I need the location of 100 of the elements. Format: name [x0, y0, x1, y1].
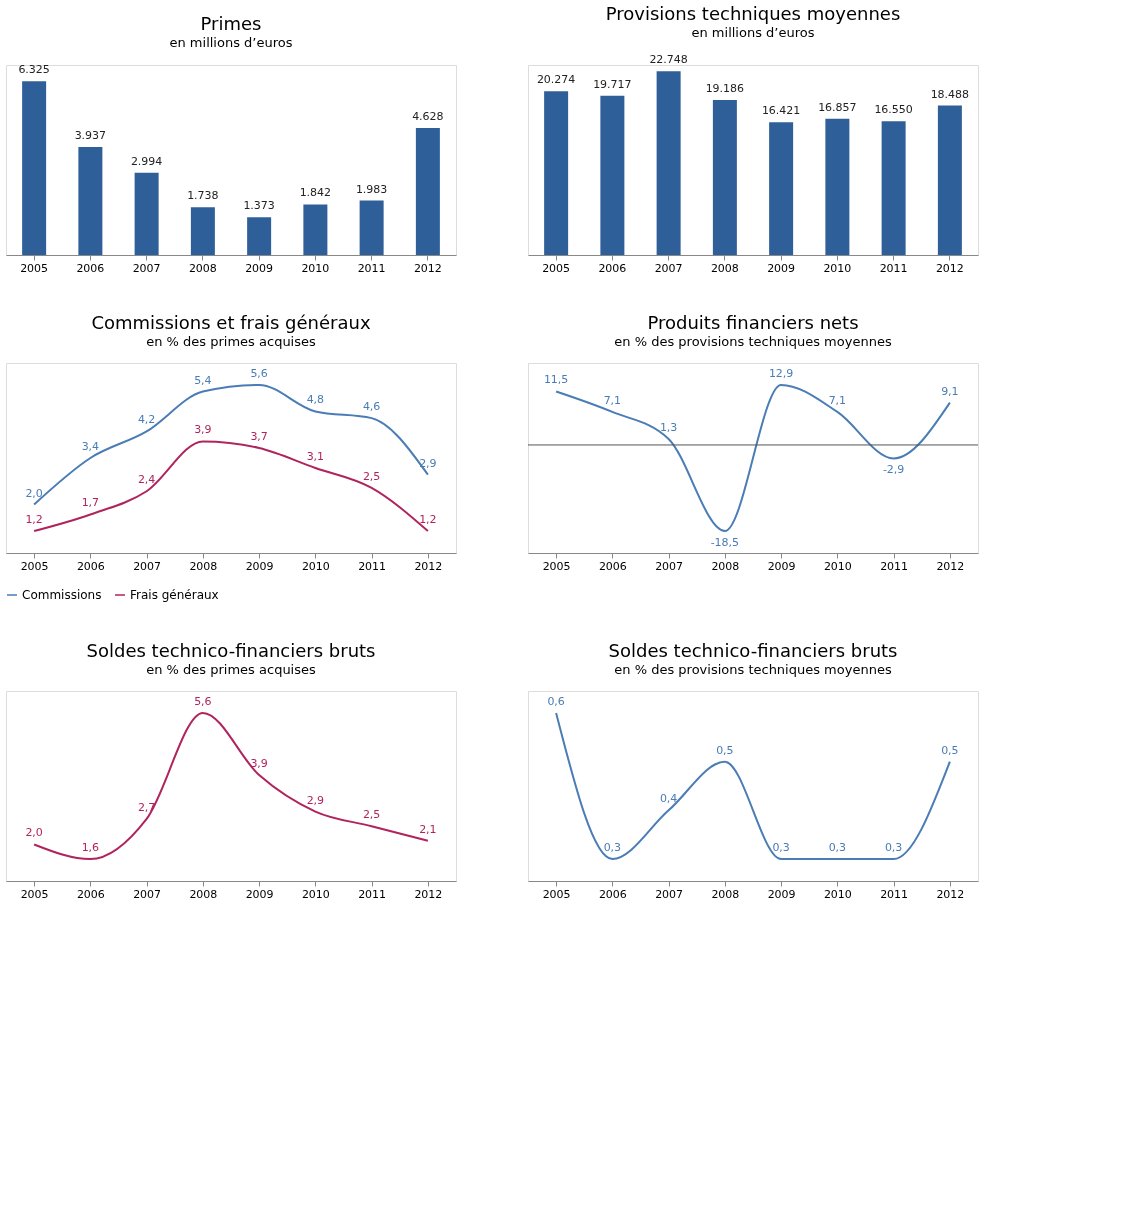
- data-label: 2,0: [25, 486, 43, 500]
- data-label: 2,1: [419, 822, 437, 836]
- x-tick-label: 2006: [76, 559, 105, 573]
- data-label: 7,1: [828, 393, 847, 407]
- x-tick-label: 2009: [245, 887, 274, 901]
- chart-subtitle: en % des primes acquises: [146, 334, 316, 349]
- x-tick-label: 2007: [654, 261, 683, 275]
- data-label: 3,7: [250, 430, 268, 444]
- chart-subtitle: en millions d’euros: [169, 35, 293, 51]
- x-tick-label: 2010: [823, 887, 852, 901]
- data-label: 16.857: [818, 100, 857, 114]
- data-label: 0,3: [772, 841, 790, 855]
- x-tick-label: 2005: [20, 261, 49, 275]
- x-tick-label: 2009: [767, 887, 796, 901]
- data-label: 18.488: [930, 87, 970, 101]
- x-tick-label: 2010: [301, 559, 330, 573]
- x-tick-label: 2007: [655, 559, 684, 573]
- bar: [303, 204, 328, 255]
- data-label: 1.738: [187, 189, 219, 203]
- chart-subtitle: en % des provisions techniques moyennes: [614, 334, 892, 349]
- x-tick-label: 2012: [414, 887, 443, 901]
- x-tick-label: 2006: [76, 261, 105, 275]
- x-tick-label: 2010: [301, 887, 330, 901]
- chart-title: Produits financiers nets: [647, 312, 859, 333]
- data-label: 1.842: [299, 186, 332, 200]
- data-label: 2,5: [362, 469, 381, 483]
- bar: [600, 95, 625, 255]
- bar: [134, 172, 159, 255]
- data-label: 1,6: [81, 841, 100, 855]
- data-label: 12,9: [768, 366, 794, 380]
- bar: [712, 99, 737, 255]
- data-label: 1,7: [81, 496, 100, 510]
- data-label: 0,3: [828, 841, 847, 855]
- bar: [247, 217, 272, 255]
- x-tick-label: 2008: [188, 261, 217, 275]
- data-label: 4,6: [362, 400, 381, 414]
- data-label: 6.325: [18, 63, 50, 77]
- data-label: 19.186: [705, 81, 745, 95]
- x-tick-label: 2011: [358, 887, 387, 901]
- x-tick-label: 2008: [711, 887, 740, 901]
- data-label: 3,9: [194, 423, 212, 437]
- data-label: 11,5: [543, 373, 569, 387]
- x-tick-label: 2006: [598, 261, 627, 275]
- data-label: 1.983: [355, 182, 388, 196]
- data-label: 1,3: [659, 420, 678, 434]
- legend-label: Frais généraux: [130, 588, 219, 602]
- legend-label: Commissions: [22, 588, 102, 602]
- x-tick-label: 2005: [542, 887, 571, 901]
- data-label: 0,3: [884, 841, 903, 855]
- data-label: 1.373: [243, 199, 275, 213]
- bar: [937, 105, 962, 255]
- chart-title: Soldes technico-financiers bruts: [608, 640, 898, 661]
- x-tick-label: 2009: [767, 261, 796, 275]
- data-label: 2,4: [137, 473, 156, 487]
- x-tick-label: 2005: [20, 887, 49, 901]
- data-label: 16.550: [874, 103, 913, 117]
- bar: [544, 91, 569, 255]
- data-label: 5,6: [194, 694, 212, 708]
- bar: [656, 71, 681, 255]
- x-tick-label: 2008: [711, 559, 740, 573]
- chart-subtitle: en % des provisions techniques moyennes: [614, 662, 892, 677]
- data-label: 5,6: [250, 366, 268, 380]
- chart-subtitle: en millions d’euros: [691, 25, 815, 41]
- chart-title: Commissions et frais généraux: [91, 312, 371, 333]
- x-tick-label: 2011: [879, 261, 908, 275]
- x-tick-label: 2006: [598, 559, 627, 573]
- x-tick-label: 2012: [936, 887, 965, 901]
- x-tick-label: 2005: [542, 559, 571, 573]
- x-tick-label: 2006: [76, 887, 105, 901]
- data-label: 9,1: [941, 384, 959, 398]
- bar: [415, 127, 440, 255]
- x-tick-label: 2005: [20, 559, 49, 573]
- data-label: 4.628: [412, 109, 444, 123]
- x-tick-label: 2007: [133, 887, 162, 901]
- x-tick-label: 2009: [767, 559, 796, 573]
- x-tick-label: 2010: [301, 261, 330, 275]
- x-tick-label: 2007: [133, 559, 162, 573]
- data-label: 3,1: [306, 449, 325, 463]
- chart-subtitle: en % des primes acquises: [146, 662, 316, 677]
- data-label: 4,2: [137, 413, 156, 427]
- data-label: 2,0: [25, 826, 43, 840]
- data-label: 19.717: [593, 77, 632, 91]
- data-label: 22.748: [649, 53, 688, 67]
- data-label: 2.994: [130, 154, 163, 168]
- bar: [359, 200, 384, 255]
- data-label: 0,4: [659, 792, 678, 806]
- data-label: 16.421: [761, 104, 801, 118]
- x-tick-label: 2011: [880, 887, 909, 901]
- data-label: 2,5: [362, 808, 381, 822]
- x-tick-label: 2007: [655, 887, 684, 901]
- data-label: 4,8: [306, 393, 325, 407]
- x-tick-label: 2010: [823, 261, 852, 275]
- x-tick-label: 2012: [414, 559, 443, 573]
- bar: [825, 118, 850, 255]
- data-label: 0,5: [941, 743, 959, 757]
- bar: [881, 121, 906, 255]
- x-tick-label: 2007: [132, 261, 161, 275]
- bar: [22, 81, 47, 255]
- x-tick-label: 2009: [245, 559, 274, 573]
- data-label: 3.937: [74, 128, 107, 142]
